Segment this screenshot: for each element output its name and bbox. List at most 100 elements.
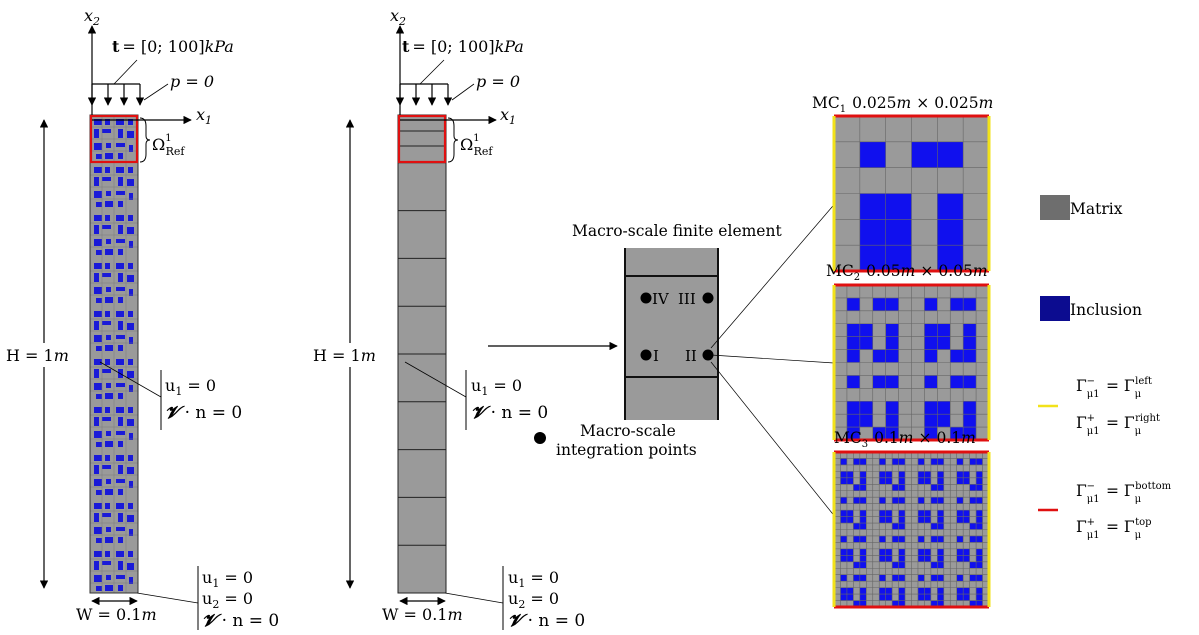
integration-point-i-label: I: [653, 347, 659, 365]
svg-text:𝓥 · n = 0: 𝓥 · n = 0: [508, 611, 585, 631]
mc3-times: ×: [918, 429, 931, 447]
svg-text:𝓥 · n = 0: 𝓥 · n = 0: [165, 403, 242, 423]
middle-x1-sub: 1: [509, 114, 516, 127]
inclusion: [879, 458, 886, 465]
mc1-sub: 1: [840, 104, 846, 115]
middle-ref-window: [397, 114, 447, 164]
legend-r2-eq: = Γ: [1101, 518, 1135, 536]
svg-text:W = 0.1m: W = 0.1m: [76, 605, 157, 624]
left-pressure-leader: [143, 83, 169, 101]
left-bottom-bc2-sub: 2: [212, 598, 219, 611]
legend-inclusion-label: Inclusion: [1070, 301, 1142, 319]
mc3-unit2: m: [961, 429, 976, 447]
svg-text:Γμ1+ = Γμright: Γμ1 + = Γμ right: [1076, 413, 1160, 437]
legend-r2-sub: μ1: [1087, 530, 1100, 541]
integration-point-i: [640, 349, 652, 361]
left-side-bc1: u: [165, 376, 175, 395]
legend-y2-rsup: right: [1135, 413, 1160, 424]
legend-y2-sup: +: [1087, 413, 1095, 424]
mc3-size2: 0.1: [936, 429, 961, 447]
left-side-bc1-rest: = 0: [182, 376, 216, 395]
macro-element-title: Macro-scale finite element: [572, 222, 782, 240]
inclusion: [956, 535, 964, 543]
mc1-size: 0.025: [852, 94, 896, 112]
svg-text:x1: x1: [500, 105, 516, 127]
mc2-size2: 0.05: [938, 262, 973, 280]
integration-point-legend-line1: Macro-scale: [580, 422, 676, 440]
integration-point-iv: [640, 292, 652, 304]
middle-height-label: H = 1: [313, 346, 361, 365]
svg-text:t= [0; 100]kPa: t = [0; 100]kPa: [112, 37, 234, 56]
legend: Matrix Inclusion Γμ1− = Γμleft Γμ1+ = Γμ…: [1038, 195, 1172, 541]
inclusion: [846, 427, 860, 440]
mc2-size: 0.05: [866, 262, 901, 280]
inclusion: [937, 193, 964, 271]
left-bottom-bc1: u: [202, 568, 212, 587]
inclusion: [859, 141, 886, 168]
left-bottom-bc2-rest: = 0: [219, 589, 253, 608]
inclusion: [924, 349, 938, 363]
mc1-unit2: m: [979, 94, 994, 112]
middle-side-bc2-rest: · n = 0: [485, 403, 548, 423]
left-omega-sup: 1: [165, 133, 171, 144]
inclusion: [879, 497, 886, 504]
legend-y2-gamma: Γ: [1076, 414, 1087, 432]
middle-omega: Ω: [460, 135, 473, 154]
legend-y2-eq: = Γ: [1101, 414, 1135, 432]
middle-column-model: x2 x1 t = [0; 100]kPa p = 0 Ω1 Ref H = 1m …: [311, 6, 585, 631]
left-x2-sub: 2: [92, 15, 100, 28]
middle-side-bc-leader: [404, 361, 467, 398]
middle-traction-unit: kPa: [495, 37, 524, 56]
macro-element-body: [625, 248, 718, 420]
inclusion: [879, 574, 886, 582]
svg-text:u1 = 0: u1 = 0: [165, 376, 216, 398]
middle-width-label: W = 0.1: [382, 605, 447, 624]
middle-bottom-bc1: u: [508, 568, 518, 587]
left-traction-value: = [0; 100]: [122, 37, 204, 56]
middle-pressure-leader: [451, 83, 475, 101]
mc1-size2: 0.025: [934, 94, 978, 112]
inclusion: [879, 535, 886, 543]
middle-omega-sup: 1: [473, 133, 479, 144]
leader-to-mc1: [710, 199, 839, 349]
left-omega: Ω: [152, 135, 165, 154]
legend-y1-rsub: μ: [1135, 389, 1142, 400]
middle-height-unit: m: [361, 346, 376, 365]
middle-omega-sub: Ref: [474, 145, 494, 158]
legend-r2-rsup: top: [1135, 517, 1151, 528]
left-x2-label: x: [84, 6, 93, 25]
middle-width-unit: m: [447, 605, 462, 624]
legend-y1-gamma: Γ: [1076, 377, 1087, 395]
mc1-name: MC: [812, 94, 840, 112]
svg-text:u2 = 0: u2 = 0: [508, 589, 559, 611]
inclusion: [956, 458, 964, 465]
middle-omega-brace: [447, 117, 459, 163]
svg-text:u1 = 0: u1 = 0: [202, 568, 253, 590]
svg-text:H = 1m: H = 1m: [6, 346, 69, 365]
middle-pressure-label: p = 0: [476, 72, 520, 91]
inclusion: [924, 427, 938, 440]
middle-bottom-bc2: u: [508, 589, 518, 608]
left-bottom-bc3-rest: · n = 0: [216, 611, 279, 631]
left-height-unit: m: [54, 346, 69, 365]
svg-text:Γμ1− = Γμleft: Γμ1 − = Γμ left: [1076, 376, 1152, 400]
svg-text:u1 = 0: u1 = 0: [471, 376, 522, 398]
svg-text:Γμ1− = Γμbottom: Γμ1 − = Γμ bottom: [1076, 481, 1172, 505]
mc1-cell: [832, 114, 991, 273]
left-height-label: H = 1: [6, 346, 54, 365]
legend-y1-sup: −: [1087, 376, 1095, 387]
mc2-unit2: m: [973, 262, 988, 280]
inclusion: [917, 497, 925, 504]
middle-x1-label: x: [500, 105, 509, 124]
mc1-unit: m: [896, 94, 911, 112]
middle-side-bc1: u: [471, 376, 481, 395]
left-x1-sub: 1: [205, 114, 212, 127]
legend-matrix-label: Matrix: [1070, 200, 1123, 218]
left-bottom-bc1-sub: 1: [212, 577, 219, 590]
middle-height-label-bg: [311, 343, 391, 367]
middle-bottom-bc-leader: [444, 592, 504, 604]
svg-text:x2: x2: [84, 6, 100, 28]
mc2-times: ×: [920, 262, 933, 280]
